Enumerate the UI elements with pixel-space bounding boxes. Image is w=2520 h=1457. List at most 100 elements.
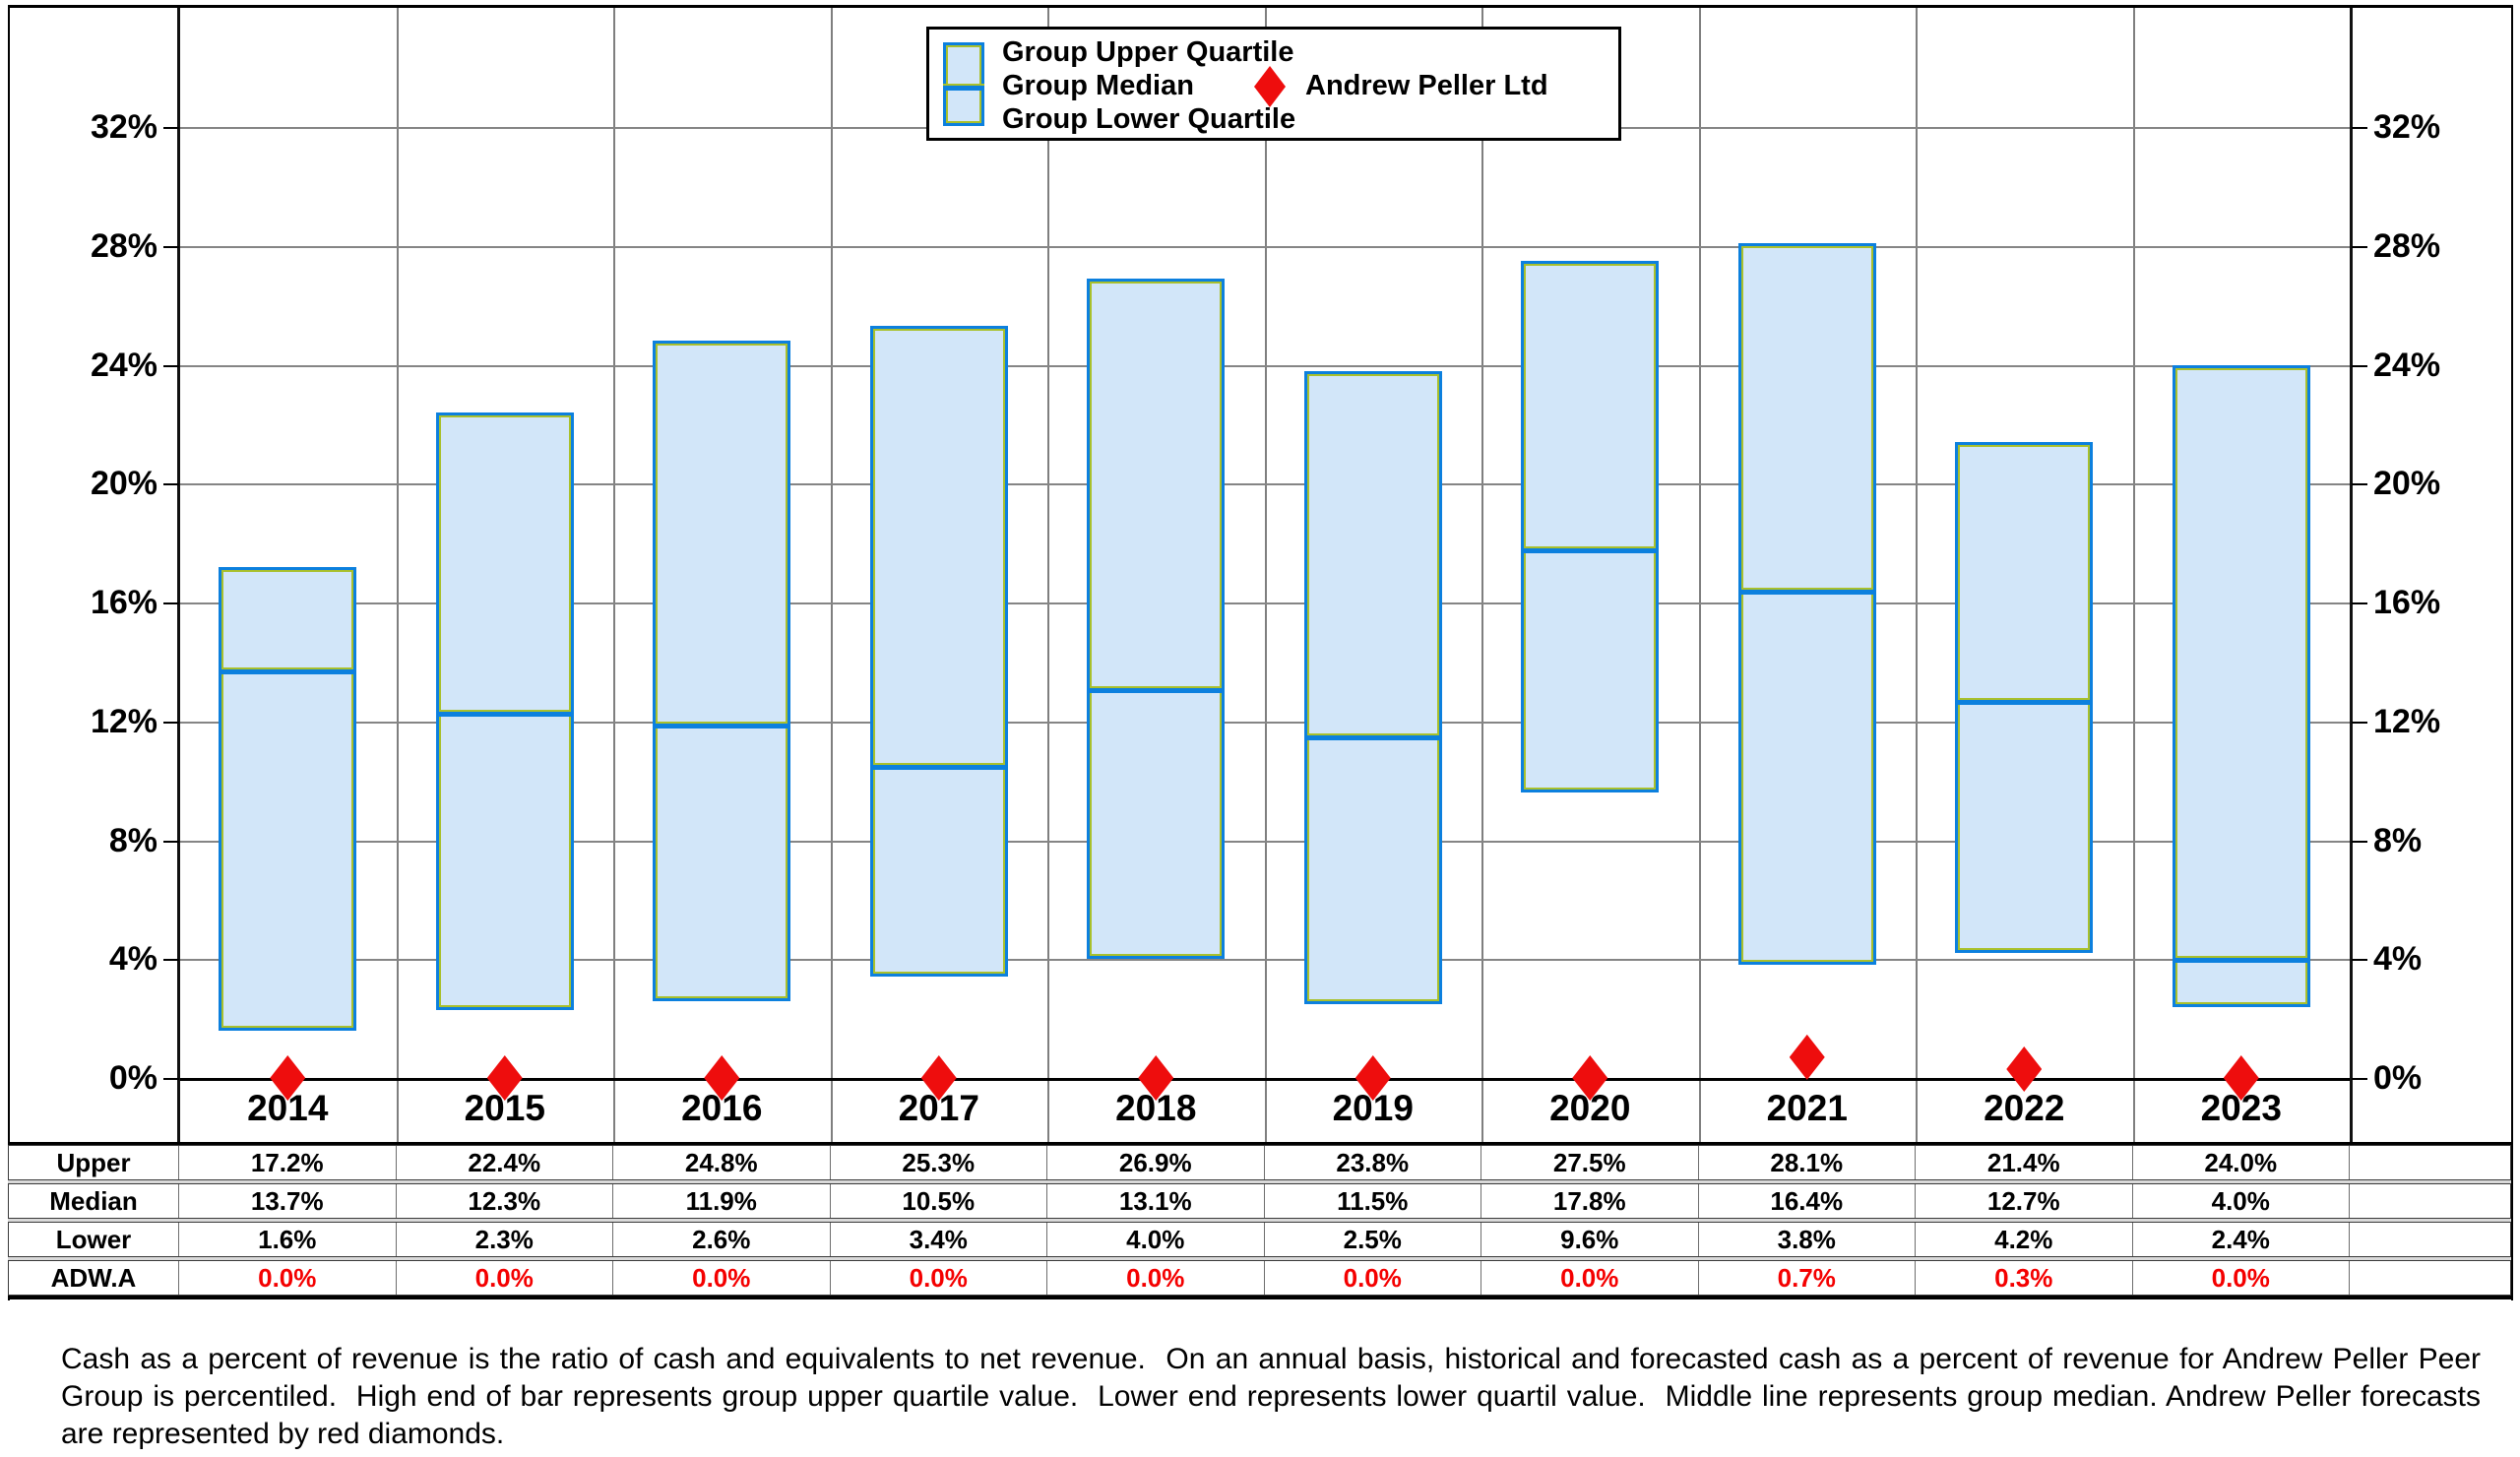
plot-right-border — [2350, 8, 2353, 1145]
table-cell: 0.0% — [1263, 1261, 1481, 1295]
table-cell: 0.0% — [829, 1261, 1047, 1295]
y-axis-label-right: 20% — [2373, 465, 2441, 503]
table-row: Median 13.7% 12.3% 11.9% 10.5% 13.1% 11.5% 17.8… — [8, 1183, 2511, 1219]
group-median-line — [1958, 697, 2091, 705]
year-label: 2015 — [464, 1088, 545, 1128]
quartile-range-bar — [219, 566, 357, 1031]
year-label: 2019 — [1332, 1088, 1414, 1128]
horizontal-gridline — [179, 483, 2350, 486]
year-label: 2017 — [898, 1088, 979, 1128]
group-median-line — [1740, 587, 1873, 595]
table-cell: 12.7% — [1915, 1184, 2132, 1218]
table-cell: 11.5% — [1263, 1184, 1481, 1218]
zero-baseline — [179, 1078, 2350, 1081]
y-axis-label-left: 32% — [90, 108, 158, 146]
right-tick — [2352, 1078, 2367, 1080]
table-row: Lower 1.6% 2.3% 2.6% 3.4% 4.0% 2.5% 9.6% 3.8% 4.2… — [8, 1222, 2511, 1257]
table-trailing-cell — [2349, 1223, 2510, 1256]
table-cell: 16.4% — [1697, 1184, 1916, 1218]
table-cell: 0.3% — [1915, 1261, 2132, 1295]
year-label: 2018 — [1115, 1088, 1197, 1128]
y-axis-label-left: 8% — [108, 821, 158, 859]
horizontal-gridline — [179, 721, 2350, 724]
vertical-gridline — [1264, 8, 1267, 1145]
y-axis-label-right: 8% — [2373, 821, 2423, 859]
quartile-range-bar — [1737, 242, 1876, 966]
table-row-label: Upper — [56, 1147, 131, 1177]
table-row: ADW.A 0.0% 0.0% 0.0% 0.0% 0.0% 0.0% 0.0% 0.7% 0.3… — [8, 1260, 2511, 1296]
quartile-bar-icon — [943, 42, 984, 126]
y-axis-label-left: 28% — [90, 226, 158, 265]
horizontal-gridline — [179, 840, 2350, 843]
y-axis-label-right: 32% — [2373, 108, 2441, 146]
vertical-gridline — [396, 8, 399, 1145]
year-label: 2020 — [1549, 1088, 1631, 1128]
table-cell: 2.3% — [395, 1223, 613, 1256]
group-median-line — [1306, 732, 1439, 740]
table-cell: 4.0% — [2131, 1184, 2350, 1218]
legend: Group Upper Quartile Group Median Group … — [926, 27, 1621, 141]
year-label: 2014 — [247, 1088, 329, 1128]
table-cell: 4.2% — [1915, 1223, 2132, 1256]
table-cell: 0.7% — [1697, 1261, 1916, 1295]
table-cell: 2.4% — [2131, 1223, 2350, 1256]
table-cell: 2.5% — [1263, 1223, 1481, 1256]
table-trailing-cell — [2349, 1184, 2510, 1218]
group-median-line — [1524, 545, 1657, 553]
left-tick — [163, 1078, 179, 1080]
y-axis-label-right: 28% — [2373, 226, 2441, 265]
quartile-range-bar — [2172, 364, 2310, 1007]
table-cell: 10.5% — [829, 1184, 1047, 1218]
year-label: 2016 — [681, 1088, 763, 1128]
horizontal-gridline — [179, 602, 2350, 604]
quartile-range-bar — [1521, 260, 1660, 793]
left-tick — [163, 127, 179, 129]
year-label: 2021 — [1766, 1088, 1848, 1128]
vertical-gridline — [1916, 8, 1918, 1145]
table-cell: 23.8% — [1263, 1146, 1481, 1179]
table-cell: 12.3% — [395, 1184, 613, 1218]
group-median-line — [438, 709, 571, 717]
y-axis-label-left: 24% — [90, 346, 158, 384]
table-cell: 1.6% — [178, 1223, 396, 1256]
y-axis-label-right: 16% — [2373, 584, 2441, 621]
table-cell: 17.8% — [1480, 1184, 1698, 1218]
adw-diamond — [1789, 1034, 1825, 1080]
median-line-icon — [943, 84, 984, 91]
y-axis-label-left: 0% — [108, 1059, 158, 1097]
table-row-label: Median — [49, 1185, 138, 1216]
table-cell: 4.0% — [1046, 1223, 1264, 1256]
table-cell: 13.1% — [1046, 1184, 1264, 1218]
plot-left-border — [177, 8, 180, 1145]
table-cell: 27.5% — [1480, 1146, 1698, 1179]
table-trailing-cell — [2349, 1261, 2510, 1295]
table-cell: 0.0% — [395, 1261, 613, 1295]
table-cell: 0.0% — [1480, 1261, 1698, 1295]
table-cell: 17.2% — [178, 1146, 396, 1179]
table-cell: 2.6% — [612, 1223, 830, 1256]
left-tick — [163, 721, 179, 724]
vertical-gridline — [1481, 8, 1483, 1145]
table-cell: 25.3% — [829, 1146, 1047, 1179]
vertical-gridline — [2132, 8, 2135, 1145]
y-axis-label-left: 20% — [90, 465, 158, 503]
table-row: Upper 17.2% 22.4% 24.8% 25.3% 26.9% 23.8% 27.5%… — [8, 1145, 2511, 1180]
group-median-line — [1090, 685, 1223, 693]
left-tick — [163, 364, 179, 367]
vertical-gridline — [830, 8, 833, 1145]
right-tick — [2352, 483, 2367, 486]
caption-text: Cash as a percent of revenue is the rati… — [61, 1343, 2489, 1450]
table-cell: 9.6% — [1480, 1223, 1698, 1256]
horizontal-gridline — [179, 245, 2350, 248]
stats-table: Upper 17.2% 22.4% 24.8% 25.3% 26.9% 23.8% 27.5%… — [8, 1142, 2511, 1299]
table-cell: 0.0% — [2131, 1261, 2350, 1295]
y-axis-label-left: 4% — [108, 940, 158, 979]
table-cell: 24.0% — [2131, 1146, 2350, 1179]
table-cell: 0.0% — [1046, 1261, 1264, 1295]
table-cell: 28.1% — [1697, 1146, 1916, 1179]
legend-labels: Group Upper Quartile Group Median Group … — [1002, 35, 1295, 136]
left-tick — [163, 959, 179, 962]
quartile-range-bar — [1303, 370, 1442, 1004]
y-axis-label-left: 16% — [90, 584, 158, 621]
